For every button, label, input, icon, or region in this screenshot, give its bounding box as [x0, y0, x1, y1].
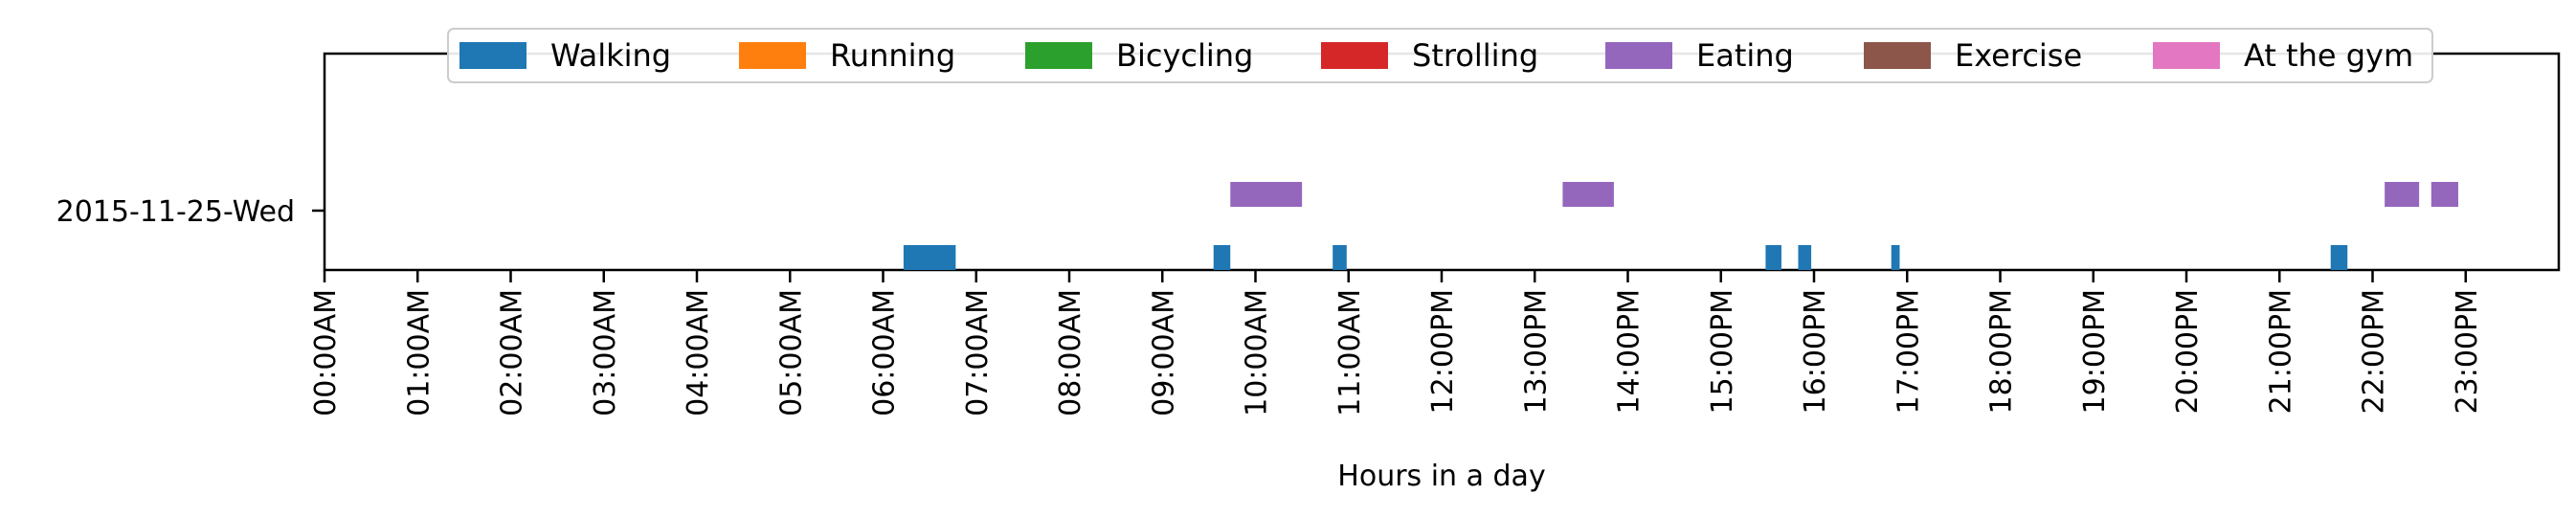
x-tick-label: 05:00AM — [774, 289, 808, 416]
x-tick-label: 23:00PM — [2451, 289, 2484, 414]
legend: Walking Running Bicycling Strolling Eating Ex… — [447, 28, 2433, 83]
activity-bar-walking — [903, 245, 956, 270]
x-tick-label: 10:00AM — [1241, 289, 1274, 416]
x-tick-label: 00:00AM — [309, 289, 343, 416]
activity-bar-walking — [1333, 245, 1347, 270]
x-tick-label: 13:00PM — [1519, 289, 1553, 414]
activity-bar-eating — [2385, 182, 2420, 207]
activity-bar-walking — [1765, 245, 1781, 270]
legend-label: Walking — [550, 37, 671, 74]
y-tick-label: 2015-11-25-Wed — [56, 195, 295, 229]
activity-bar-walking — [1798, 245, 1812, 270]
x-axis: 00:00AM 01:00AM 02:00AM 03:00AM 04:00AM 05:00… — [309, 270, 2484, 416]
x-tick-label: 01:00AM — [402, 289, 436, 416]
x-tick-label: 11:00AM — [1333, 289, 1367, 416]
activity-bar-walking — [1891, 245, 1900, 270]
legend-swatch — [2153, 42, 2220, 69]
legend-label: Bicycling — [1116, 37, 1253, 74]
bars-layer — [903, 182, 2458, 270]
x-tick-label: 17:00PM — [1892, 289, 1925, 414]
x-tick-label: 19:00PM — [2078, 289, 2112, 414]
x-tick-label: 09:00AM — [1147, 289, 1180, 416]
x-axis-label: Hours in a day — [1337, 460, 1545, 493]
x-tick-label: 14:00PM — [1613, 289, 1646, 414]
legend-label: At the gym — [2244, 37, 2413, 74]
x-tick-label: 15:00PM — [1706, 289, 1739, 414]
legend-box — [447, 28, 2433, 83]
legend-label: Exercise — [1955, 37, 2082, 74]
activity-bar-eating — [1562, 182, 1614, 207]
activity-bar-walking — [2330, 245, 2348, 270]
x-tick-label: 12:00PM — [1426, 289, 1460, 414]
x-tick-label: 06:00AM — [868, 289, 902, 416]
x-tick-label: 21:00PM — [2264, 289, 2297, 414]
x-tick-label: 20:00PM — [2171, 289, 2205, 414]
legend-swatch — [1864, 42, 1931, 69]
legend-swatch — [739, 42, 806, 69]
legend-swatch — [1605, 42, 1672, 69]
x-tick-label: 04:00AM — [682, 289, 715, 416]
x-tick-label: 03:00AM — [589, 289, 622, 416]
x-tick-label: 16:00PM — [1799, 289, 1832, 414]
legend-swatch — [1321, 42, 1388, 69]
activity-bar-eating — [2430, 182, 2458, 207]
x-tick-label: 18:00PM — [1985, 289, 2019, 414]
legend-swatch — [1025, 42, 1092, 69]
activity-bar-eating — [1230, 182, 1303, 207]
legend-label: Eating — [1696, 37, 1794, 74]
x-tick-label: 07:00AM — [961, 289, 995, 416]
x-tick-label: 08:00AM — [1054, 289, 1087, 416]
x-tick-label: 02:00AM — [496, 289, 529, 416]
legend-swatch — [459, 42, 526, 69]
x-tick-label: 22:00PM — [2358, 289, 2391, 414]
y-axis: 2015-11-25-Wed — [56, 195, 325, 229]
activity-bar-walking — [1213, 245, 1231, 270]
legend-label: Running — [830, 37, 955, 74]
legend-label: Strolling — [1412, 37, 1538, 74]
plot-frame — [323, 52, 2561, 272]
